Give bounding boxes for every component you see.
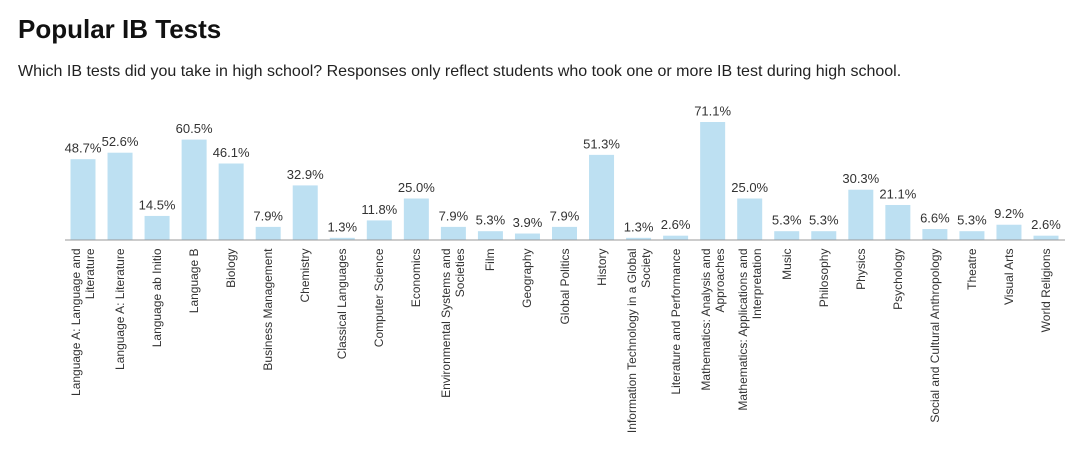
x-tick-label: Social and Cultural Anthropology [927, 248, 942, 423]
bar [366, 220, 392, 240]
bar [292, 185, 318, 240]
x-tick-label: History [594, 248, 609, 286]
x-tick-label: Chemistry [298, 248, 313, 303]
value-label: 3.9% [513, 215, 543, 230]
bar [737, 198, 763, 240]
x-tick-label: Psychology [890, 248, 905, 310]
bar [181, 139, 207, 240]
x-tick-label: Physics [853, 248, 868, 290]
bar [996, 224, 1022, 240]
x-tick-label: Information Technology in a Global Socie… [624, 248, 653, 433]
value-label: 6.6% [920, 210, 950, 225]
x-tick-label: Classical Languages [335, 248, 350, 359]
bar [1033, 235, 1059, 240]
value-label: 5.3% [476, 213, 506, 228]
value-label: 5.3% [809, 213, 839, 228]
bar [626, 237, 652, 240]
bar [255, 226, 281, 240]
value-label: 25.0% [398, 180, 435, 195]
bar [811, 231, 837, 240]
bar [885, 204, 911, 240]
value-label: 25.0% [731, 180, 768, 195]
value-label: 9.2% [994, 206, 1024, 221]
bar [848, 189, 874, 240]
x-tick-label: Economics [409, 248, 424, 307]
bar [700, 122, 726, 240]
x-tick-label: Biology [224, 248, 239, 288]
bar [589, 154, 615, 240]
value-label: 11.8% [361, 202, 397, 217]
value-label: 5.3% [772, 213, 802, 228]
x-tick-label: Language A: Literature [113, 248, 128, 370]
value-label: 46.1% [213, 145, 250, 160]
x-tick-label: Music [779, 248, 794, 280]
x-tick-label: Mathematics: Analysis and Approaches [698, 248, 727, 391]
value-label: 2.6% [661, 217, 691, 232]
bar [663, 235, 689, 240]
bar [514, 233, 540, 240]
x-tick-label: Visual Arts [1001, 248, 1016, 305]
value-label: 51.3% [583, 136, 620, 151]
value-label: 71.1% [694, 103, 731, 118]
bar [774, 231, 800, 240]
bar [70, 159, 96, 240]
value-label: 7.9% [253, 208, 283, 223]
x-tick-label: Language B [187, 248, 202, 313]
bar [218, 163, 244, 240]
value-label: 21.1% [879, 186, 916, 201]
bar [959, 231, 985, 240]
x-tick-label: Philosophy [816, 248, 831, 307]
x-tick-label: Theatre [964, 248, 979, 290]
value-label: 5.3% [957, 213, 987, 228]
x-tick-label: World Religions [1039, 248, 1053, 332]
x-tick-label: Language ab Initio [150, 248, 165, 347]
x-tick-label: Global Politics [557, 248, 572, 325]
value-label: 7.9% [550, 208, 580, 223]
value-label: 2.6% [1031, 217, 1061, 232]
x-tick-label: Mathematics: Applications and Interpreta… [735, 248, 764, 411]
value-label: 1.3% [624, 219, 654, 234]
bar [144, 215, 170, 240]
bar [477, 231, 503, 240]
x-tick-label: Film [483, 248, 498, 271]
value-label: 7.9% [439, 208, 469, 223]
value-label: 60.5% [176, 121, 213, 136]
value-label: 48.7% [65, 141, 102, 156]
x-tick-label: Business Management [261, 248, 276, 371]
chart-subtitle: Which IB tests did you take in high scho… [18, 63, 902, 80]
bar [107, 152, 133, 240]
value-label: 30.3% [842, 171, 879, 186]
x-tick-label: Environmental Systems and Societies [439, 248, 468, 398]
bar [403, 198, 429, 240]
x-tick-label: Literature and Performance [668, 248, 683, 395]
bar [440, 226, 466, 240]
bar [922, 229, 948, 240]
value-label: 52.6% [102, 134, 139, 149]
bar [552, 226, 577, 240]
chart-title: Popular IB Tests [18, 14, 222, 44]
value-label: 14.5% [139, 197, 176, 212]
x-tick-label: Geography [520, 248, 535, 308]
x-tick-label: Language A: Language and Literature [69, 248, 97, 396]
value-label: 32.9% [287, 167, 324, 182]
bar [329, 237, 355, 240]
x-tick-label: Computer Science [372, 248, 387, 347]
value-label: 1.3% [327, 219, 357, 234]
